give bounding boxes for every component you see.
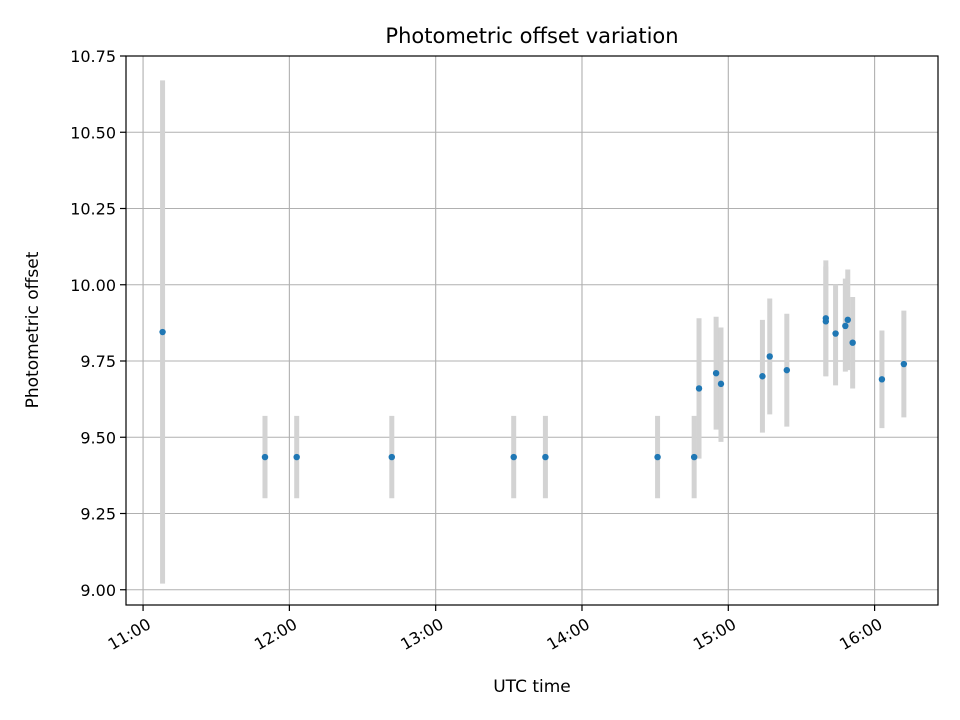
data-point [690,453,698,461]
y-tick-label: 10.50 [70,123,116,142]
data-point [878,376,886,383]
data-point [822,318,830,325]
chart-title: Photometric offset variation [385,24,678,48]
y-axis-ticks: 9.00 9.25 9.50 9.75 10.00 10.25 10.50 10.75 [70,47,126,600]
y-tick-label: 9.25 [80,505,116,524]
data-point [783,366,791,374]
data-point [759,373,766,380]
x-axis-title: UTC time [493,677,571,697]
x-tick-label: 13:00 [397,614,446,654]
data-point [844,316,851,324]
grid-lines [126,55,938,605]
data-point [832,330,839,337]
x-tick-label: 11:00 [105,614,154,654]
data-point [842,322,849,330]
y-tick-label: 10.00 [70,276,116,295]
x-tick-label: 15:00 [690,614,739,654]
error-bars [160,80,907,584]
plot-area-frame [125,55,939,606]
y-tick-label: 10.75 [70,47,116,66]
data-point [388,453,395,461]
data-point [293,453,300,461]
x-tick-label: 16:00 [836,614,885,654]
x-tick-label: 12:00 [251,614,300,654]
y-tick-label: 9.00 [80,581,116,600]
data-point [849,339,856,346]
data-point [159,328,166,336]
data-point [695,385,703,392]
data-point [766,353,773,360]
y-tick-label: 10.25 [70,200,116,219]
data-point [261,453,269,461]
data-point [712,370,720,377]
y-tick-label: 9.50 [80,428,116,447]
data-points [159,315,908,461]
x-tick-label: 14:00 [544,614,593,654]
data-point [510,453,517,461]
data-point [542,453,549,461]
data-point [900,360,908,368]
y-axis-title: Photometric offset [23,251,43,408]
y-tick-label: 9.75 [80,352,116,371]
x-axis-ticks: 11:00 12:00 13:00 14:00 15:00 16:00 [105,605,886,654]
data-point [717,380,725,388]
data-point [654,453,661,461]
